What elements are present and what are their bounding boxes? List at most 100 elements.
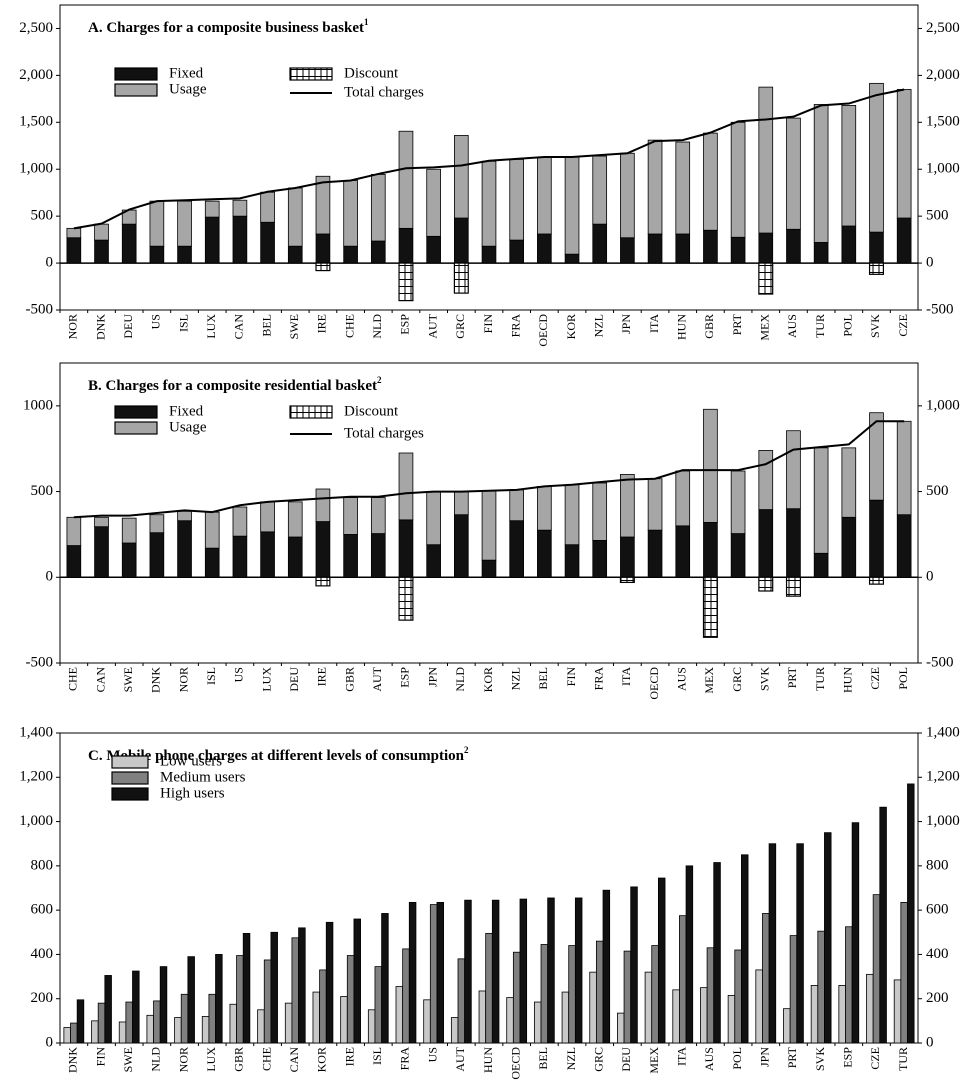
- bar: [533, 1001, 542, 1044]
- bar: [204, 200, 220, 218]
- y2-tick-label: 600: [926, 902, 949, 918]
- title-superscript: 2: [377, 375, 382, 385]
- bar: [63, 1027, 71, 1044]
- x-tick-label: US: [232, 667, 246, 682]
- bar: [602, 889, 611, 1044]
- y-tick-label: 500: [31, 483, 54, 499]
- bar: [647, 233, 663, 264]
- x-tick-label: ITA: [619, 667, 633, 686]
- bar: [592, 482, 608, 541]
- x-tick-label: POL: [896, 667, 910, 690]
- x-tick-label: NZL: [564, 1047, 578, 1070]
- bar: [370, 497, 386, 534]
- bar: [564, 544, 580, 578]
- bar: [436, 901, 445, 1044]
- bar: [180, 993, 189, 1044]
- bar: [672, 989, 680, 1044]
- x-tick-label: FIN: [93, 1047, 107, 1067]
- x-tick-label: TUR: [813, 667, 827, 691]
- y2-tick-label: 2,500: [926, 20, 960, 36]
- bar: [464, 899, 472, 1044]
- legend-swatch: [289, 405, 333, 419]
- title-text: B. Charges for a composite residential b…: [88, 378, 377, 394]
- bar: [758, 509, 774, 578]
- x-tick-label: AUS: [785, 314, 799, 338]
- y2-tick-label: 1,500: [926, 114, 960, 130]
- y-tick-label: 2,000: [19, 67, 53, 83]
- legend-swatch: [114, 405, 158, 419]
- bar: [869, 499, 884, 578]
- x-tick-label: FIN: [564, 667, 578, 687]
- bar: [762, 913, 770, 1044]
- discount-bar: [758, 262, 774, 295]
- bar: [94, 526, 109, 578]
- bar: [343, 245, 358, 264]
- bar: [260, 501, 275, 533]
- bar: [426, 491, 441, 546]
- bar: [679, 915, 687, 1044]
- x-tick-label: JPN: [619, 314, 633, 334]
- bar: [537, 156, 552, 235]
- bar: [485, 932, 493, 1044]
- bar: [149, 532, 165, 578]
- y2-tick-label: 1,000: [926, 813, 960, 829]
- x-tick-label: US: [149, 314, 163, 329]
- x-tick-label: PRT: [785, 666, 799, 688]
- bar: [287, 536, 303, 578]
- x-tick-label: CHE: [259, 1047, 273, 1071]
- x-tick-label: ISL: [370, 1047, 384, 1065]
- x-tick-label: ITA: [647, 314, 661, 333]
- total-line: [73, 88, 905, 230]
- x-tick-label: SWE: [287, 314, 301, 339]
- legend-label: Usage: [169, 419, 207, 435]
- bar: [869, 82, 884, 233]
- x-tick-label: NLD: [149, 1047, 163, 1072]
- bar: [298, 927, 306, 1044]
- bar: [204, 216, 220, 264]
- bar: [841, 447, 857, 518]
- bar: [315, 488, 331, 522]
- bar: [568, 945, 576, 1044]
- x-tick-label: BEL: [259, 314, 273, 337]
- bar: [713, 862, 721, 1044]
- x-tick-label: SWE: [121, 1047, 135, 1072]
- panel-title: A. Charges for a composite business bask…: [88, 17, 369, 36]
- bar: [700, 987, 708, 1044]
- x-tick-label: ESP: [841, 1047, 855, 1068]
- x-tick-label: SWE: [121, 667, 135, 692]
- bar: [121, 223, 137, 264]
- x-tick-label: OECD: [536, 314, 550, 347]
- x-tick-label: SVK: [868, 314, 882, 338]
- legend-label: Usage: [169, 81, 207, 97]
- x-tick-label: SVK: [758, 667, 772, 691]
- y2-tick-label: 500: [926, 208, 949, 224]
- bar: [647, 139, 663, 235]
- bar: [370, 173, 386, 242]
- x-tick-label: LUX: [204, 314, 218, 339]
- bar: [94, 239, 109, 264]
- bar: [592, 540, 608, 578]
- bar: [841, 225, 857, 264]
- bar: [564, 253, 580, 264]
- bar: [592, 155, 608, 225]
- x-tick-label: CAN: [232, 314, 246, 340]
- x-tick-label: FRA: [591, 667, 605, 691]
- bar: [509, 489, 524, 522]
- x-tick-label: AUS: [674, 667, 688, 691]
- bar: [232, 215, 248, 264]
- bar: [367, 1009, 376, 1044]
- y-tick-label: 500: [31, 208, 54, 224]
- x-tick-label: CZE: [868, 1047, 882, 1070]
- x-tick-label: CHE: [66, 667, 80, 691]
- x-tick-label: NLD: [453, 667, 467, 692]
- bar: [758, 450, 774, 510]
- x-tick-label: ISL: [176, 314, 190, 332]
- bar: [257, 1009, 265, 1044]
- legend-label: Medium users: [160, 769, 246, 785]
- x-tick-label: GBR: [232, 1047, 246, 1072]
- bar: [232, 535, 248, 578]
- title-text: A. Charges for a composite business bask…: [88, 20, 364, 36]
- x-tick-label: PRT: [730, 313, 744, 335]
- bar: [547, 897, 555, 1044]
